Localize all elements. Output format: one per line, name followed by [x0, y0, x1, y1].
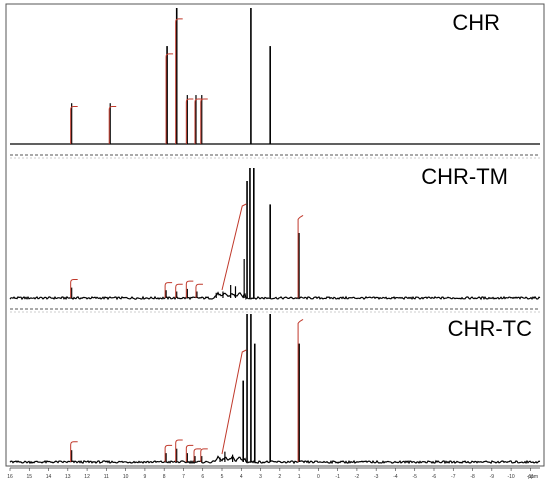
x-tick-label: -3 — [374, 474, 379, 480]
x-tick-label: -11 — [527, 474, 534, 480]
x-tick-label: -4 — [393, 474, 398, 480]
x-tick-label: 10 — [123, 474, 129, 480]
x-tick-label: 8 — [163, 474, 166, 480]
x-tick-label: 6 — [201, 474, 204, 480]
integral-methyl — [297, 318, 304, 462]
integral-trace-3 — [185, 280, 194, 298]
spectra-layer — [9, 8, 541, 465]
integral-trace-4 — [185, 98, 194, 144]
integral-trace-6 — [200, 98, 208, 144]
x-tick-label: -10 — [507, 474, 514, 480]
integral-broad — [221, 349, 247, 455]
integral-trace-5 — [194, 98, 202, 144]
x-tick-label: 15 — [26, 474, 32, 480]
integral-methyl — [297, 214, 304, 298]
x-tick-label: 13 — [65, 474, 71, 480]
spectrum-panel-2 — [9, 314, 541, 465]
integral-trace-1 — [164, 282, 173, 298]
integral-trace-4 — [193, 448, 202, 462]
x-tick-label: 2 — [278, 474, 281, 480]
x-tick-label: 7 — [182, 474, 185, 480]
x-axis-unit: ppm — [528, 474, 538, 480]
integral-trace-5 — [200, 448, 208, 462]
integral-trace-0 — [70, 441, 78, 462]
x-tick-label: 9 — [144, 474, 147, 480]
integral-trace-4 — [195, 283, 203, 298]
spectrum-baseline — [9, 455, 541, 465]
x-tick-label: -9 — [490, 474, 495, 480]
panel-title-chr-tc: CHR-TC — [448, 316, 532, 341]
integral-trace-2 — [165, 53, 174, 144]
spectrum-panel-0 — [10, 8, 540, 159]
x-tick-label: 12 — [84, 474, 90, 480]
x-axis: 16 15 14 13 12 11 10 9 8 7 6 5 4 3 2 1 0 -1 -2 -3 -4 -5 -6 -7 -8… — [7, 467, 540, 480]
integral-trace-0 — [70, 279, 78, 298]
integral-trace-1 — [108, 105, 117, 144]
x-tick-label: 4 — [240, 474, 243, 480]
x-tick-label: 14 — [46, 474, 52, 480]
spectrum-panel-1 — [9, 168, 541, 313]
x-tick-label: 16 — [7, 474, 13, 480]
x-tick-label: 0 — [317, 474, 320, 480]
integral-trace-3 — [175, 18, 183, 144]
x-tick-label: 5 — [221, 474, 224, 480]
integral-trace-2 — [175, 439, 183, 462]
integral-trace-1 — [164, 444, 173, 462]
integral-trace-3 — [185, 444, 194, 462]
integral-trace-0 — [70, 105, 78, 144]
panel-title-chr-tm: CHR-TM — [421, 164, 508, 189]
panel-title-chr: CHR — [452, 10, 500, 35]
x-tick-label: -6 — [432, 474, 437, 480]
x-tick-label: 1 — [298, 474, 301, 480]
x-tick-label: -8 — [470, 474, 475, 480]
x-tick-label: 3 — [259, 474, 262, 480]
x-tick-label: 11 — [104, 474, 109, 480]
x-tick-label: -5 — [413, 474, 418, 480]
x-tick-label: -2 — [355, 474, 360, 480]
x-tick-label: -7 — [451, 474, 456, 480]
integral-broad — [221, 203, 247, 291]
spectrum-baseline — [9, 291, 541, 301]
figure-frame — [5, 3, 545, 467]
integral-trace-2 — [175, 283, 183, 298]
x-tick-label: -1 — [335, 474, 340, 480]
